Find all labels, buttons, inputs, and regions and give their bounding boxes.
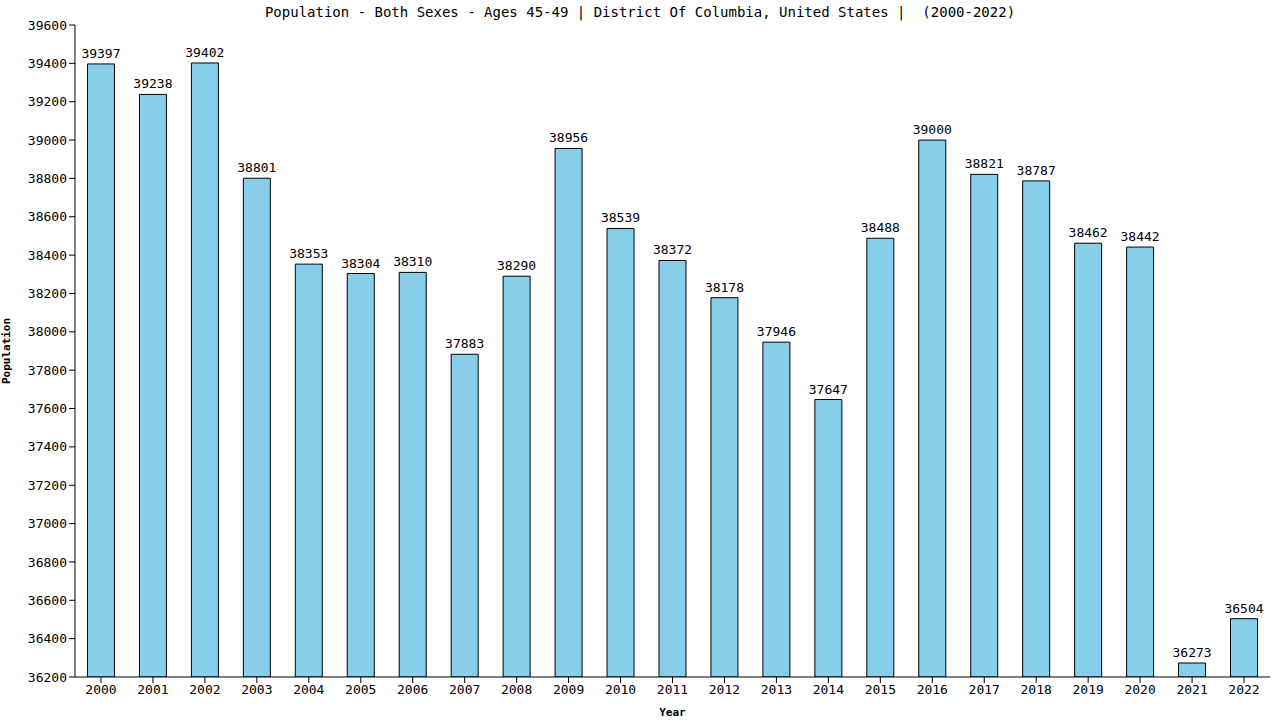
svg-text:38462: 38462 xyxy=(1069,225,1108,240)
svg-text:38310: 38310 xyxy=(393,254,432,269)
svg-text:36273: 36273 xyxy=(1172,645,1211,660)
svg-text:2018: 2018 xyxy=(1021,682,1052,697)
svg-text:Year: Year xyxy=(659,706,686,719)
svg-text:38821: 38821 xyxy=(965,156,1004,171)
svg-text:36800: 36800 xyxy=(28,555,67,570)
svg-text:36504: 36504 xyxy=(1224,601,1263,616)
svg-text:2002: 2002 xyxy=(189,682,220,697)
svg-text:36200: 36200 xyxy=(28,670,67,685)
svg-text:38200: 38200 xyxy=(28,286,67,301)
svg-text:38400: 38400 xyxy=(28,248,67,263)
svg-text:2011: 2011 xyxy=(657,682,688,697)
svg-text:38600: 38600 xyxy=(28,209,67,224)
svg-text:2019: 2019 xyxy=(1072,682,1103,697)
svg-text:39000: 39000 xyxy=(28,133,67,148)
svg-text:37946: 37946 xyxy=(757,324,796,339)
svg-text:39402: 39402 xyxy=(185,45,224,60)
svg-text:2004: 2004 xyxy=(293,682,324,697)
svg-text:38787: 38787 xyxy=(1017,163,1056,178)
svg-text:37647: 37647 xyxy=(809,382,848,397)
svg-text:37000: 37000 xyxy=(28,516,67,531)
svg-text:2013: 2013 xyxy=(761,682,792,697)
svg-text:2010: 2010 xyxy=(605,682,636,697)
svg-text:2003: 2003 xyxy=(241,682,272,697)
svg-text:36600: 36600 xyxy=(28,593,67,608)
svg-text:2007: 2007 xyxy=(449,682,480,697)
svg-text:38290: 38290 xyxy=(497,258,536,273)
html-text:Population - Both Sexes - Ages: Population - Both Sexes - Ages 45-49 | D… xyxy=(264,4,1016,20)
svg-text:39238: 39238 xyxy=(133,76,172,91)
svg-text:38000: 38000 xyxy=(28,324,67,339)
svg-text:37600: 37600 xyxy=(28,401,67,416)
svg-text:2020: 2020 xyxy=(1124,682,1155,697)
svg-text:37400: 37400 xyxy=(28,439,67,454)
svg-text:2015: 2015 xyxy=(865,682,896,697)
svg-text:38801: 38801 xyxy=(237,160,276,175)
svg-text:2016: 2016 xyxy=(917,682,948,697)
svg-text:38353: 38353 xyxy=(289,246,328,261)
svg-text:2005: 2005 xyxy=(345,682,376,697)
svg-text:Population: Population xyxy=(8,318,13,384)
svg-text:37800: 37800 xyxy=(28,363,67,378)
svg-text:36400: 36400 xyxy=(28,631,67,646)
svg-text:2006: 2006 xyxy=(397,682,428,697)
svg-text:38800: 38800 xyxy=(28,171,67,186)
svg-text:37200: 37200 xyxy=(28,478,67,493)
svg-text:38539: 38539 xyxy=(601,210,640,225)
svg-text:2012: 2012 xyxy=(709,682,740,697)
svg-text:38442: 38442 xyxy=(1121,229,1160,244)
svg-text:38178: 38178 xyxy=(705,280,744,295)
svg-text:2009: 2009 xyxy=(553,682,584,697)
svg-text:39397: 39397 xyxy=(81,46,120,61)
svg-text:38372: 38372 xyxy=(653,242,692,257)
svg-text:39600: 39600 xyxy=(28,18,67,33)
svg-text:2022: 2022 xyxy=(1228,682,1259,697)
svg-text:39000: 39000 xyxy=(913,122,952,137)
svg-text:38488: 38488 xyxy=(861,220,900,235)
svg-text:39200: 39200 xyxy=(28,94,67,109)
svg-text:39400: 39400 xyxy=(28,56,67,71)
svg-text:2021: 2021 xyxy=(1176,682,1207,697)
svg-text:2001: 2001 xyxy=(137,682,168,697)
svg-text:2000: 2000 xyxy=(85,682,116,697)
svg-text:38304: 38304 xyxy=(341,256,380,271)
svg-text:38956: 38956 xyxy=(549,130,588,145)
svg-text:2017: 2017 xyxy=(969,682,1000,697)
svg-text:2008: 2008 xyxy=(501,682,532,697)
svg-text:37883: 37883 xyxy=(445,336,484,351)
svg-text:2014: 2014 xyxy=(813,682,844,697)
